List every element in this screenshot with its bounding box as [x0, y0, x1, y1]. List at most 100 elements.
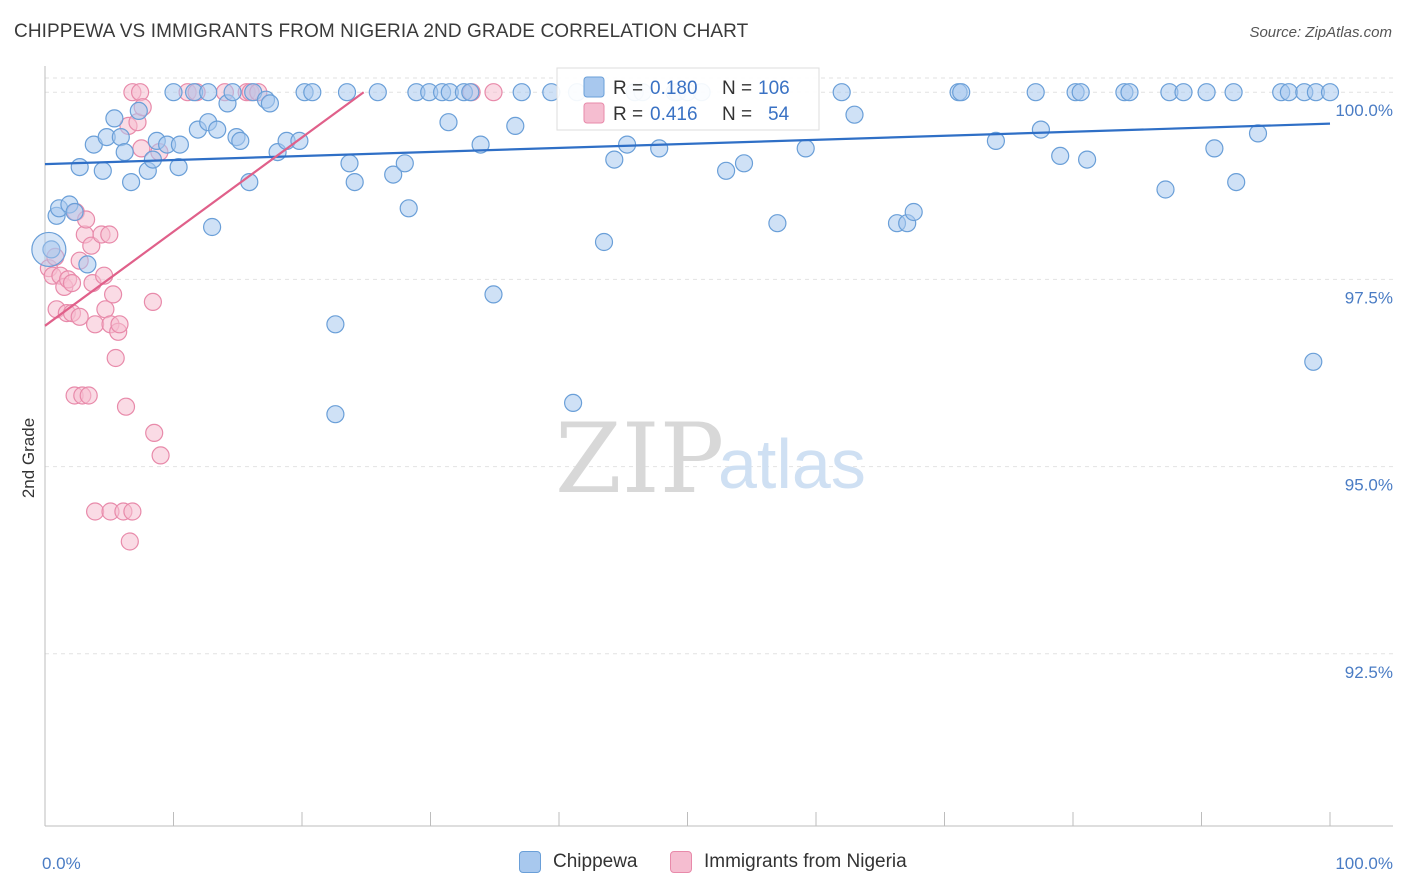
nigeria-point [151, 446, 170, 465]
chippewa-point [368, 83, 387, 102]
nigeria-point [116, 397, 136, 416]
chippewa-point [93, 161, 112, 180]
chippewa-point [1051, 146, 1070, 165]
chippewa-point [1071, 83, 1090, 102]
nigeria-point [79, 386, 98, 405]
chippewa-point [605, 150, 624, 169]
chippewa-point [1279, 83, 1299, 102]
watermark-atlas: atlas [718, 425, 866, 503]
chippewa-point [1197, 83, 1216, 102]
grid-lines [45, 77, 1393, 655]
chippewa-point [1026, 83, 1045, 102]
chippewa-point-large [31, 231, 67, 268]
chippewa-point [340, 154, 359, 173]
chippewa-point [734, 154, 754, 173]
chippewa-point [326, 405, 345, 424]
chippewa-point [260, 94, 279, 113]
chippewa-point [303, 83, 322, 102]
chippewa-point [105, 109, 124, 128]
axes: 92.5% 95.0% 97.5% 100.0% 0.0% 100.0% [42, 66, 1393, 873]
nigeria-point [62, 274, 82, 293]
bottom-legend-swatch-nigeria [670, 851, 692, 873]
nigeria-point [100, 225, 119, 244]
chart-title: CHIPPEWA VS IMMIGRANTS FROM NIGERIA 2ND … [14, 21, 749, 42]
nigeria-point [145, 423, 164, 442]
chippewa-point [439, 113, 458, 132]
watermark: ZIP atlas [555, 403, 866, 515]
chippewa-point [42, 240, 61, 259]
chippewa-point [845, 105, 864, 124]
x-tick-label-start: 0.0% [42, 854, 81, 873]
legend-n-label: N = [722, 78, 752, 99]
chippewa-point [986, 131, 1006, 150]
chippewa-point [231, 131, 250, 150]
chippewa-point [1205, 139, 1224, 158]
legend-n-value-chippewa: 106 [758, 78, 790, 99]
chippewa-point [199, 83, 218, 102]
chippewa-point [111, 128, 130, 147]
nigeria-point [120, 532, 139, 551]
legend-swatch-nigeria [583, 102, 605, 124]
chippewa-point [395, 154, 414, 173]
source-credit: Source: ZipAtlas.com [1249, 24, 1392, 41]
chippewa-point [471, 135, 490, 154]
chippewa-point [337, 83, 357, 102]
chippewa-point [1248, 124, 1268, 143]
chippewa-point [1156, 180, 1175, 199]
legend-n-label: N = [722, 104, 752, 125]
chippewa-point [1224, 83, 1243, 102]
bottom-legend: Chippewa Immigrants from Nigeria [0, 851, 1406, 877]
chippewa-point [170, 135, 189, 154]
chippewa-point [1120, 83, 1139, 102]
chippewa-point [208, 120, 227, 139]
chippewa-point [399, 199, 418, 218]
chippewa-point [1227, 173, 1246, 192]
bottom-legend-swatch-chippewa [519, 851, 541, 873]
legend-swatch-chippewa [583, 76, 605, 98]
nigeria-point [131, 83, 150, 102]
nigeria-point [123, 502, 142, 521]
nigeria-point [110, 315, 129, 334]
x-tick-label-end: 100.0% [1335, 854, 1393, 873]
chippewa-point [1031, 120, 1051, 139]
legend-n-value-nigeria: 54 [768, 104, 790, 125]
chippewa-point [345, 173, 364, 192]
chippewa-point [164, 83, 183, 102]
chippewa-point [1077, 150, 1097, 169]
chippewa-point [1320, 83, 1340, 102]
chippewa-point [70, 158, 89, 177]
legend-r-value-chippewa: 0.180 [650, 78, 698, 99]
chippewa-point [461, 83, 480, 102]
chippewa-point [384, 165, 403, 184]
chippewa-point [796, 139, 815, 158]
stats-legend: R = 0.180 N = 106 R = 0.416 N = 54 [556, 67, 820, 131]
chippewa-point [129, 101, 148, 121]
watermark-zip: ZIP [555, 403, 724, 515]
nigeria-point [103, 285, 123, 304]
chippewa-point [203, 217, 222, 237]
chippewa-point [904, 202, 923, 222]
y-tick-label: 97.5% [1345, 288, 1393, 307]
y-tick-label: 95.0% [1345, 476, 1393, 495]
chippewa-point [223, 83, 242, 102]
bottom-legend-item-chippewa: Chippewa [519, 851, 638, 873]
chippewa-point [65, 202, 84, 222]
legend-r-value-nigeria: 0.416 [650, 104, 698, 125]
y-axis-label: 2nd Grade [19, 418, 38, 498]
chippewa-point [506, 116, 525, 136]
chippewa-point [122, 173, 141, 192]
chippewa-point [952, 83, 971, 102]
y-tick-label: 92.5% [1345, 663, 1393, 682]
chippewa-point [326, 315, 345, 334]
chippewa-point [650, 139, 669, 158]
chippewa-point [484, 285, 503, 304]
nigeria-point [70, 307, 89, 326]
chippewa-point [512, 83, 531, 102]
nigeria-point [85, 502, 105, 521]
chippewa-point [768, 214, 787, 233]
nigeria-point [82, 236, 101, 255]
chippewa-point [716, 161, 736, 180]
chippewa-point [1304, 352, 1323, 371]
series-chippewa-points [31, 83, 1340, 424]
